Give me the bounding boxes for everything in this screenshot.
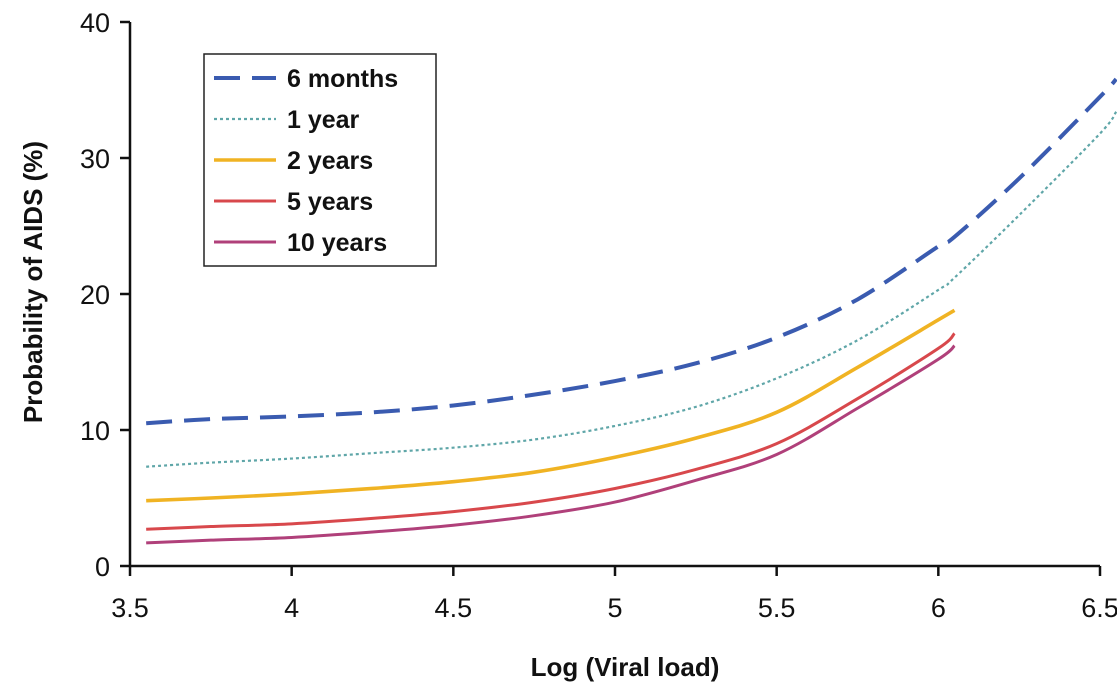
series-layer xyxy=(146,77,1117,545)
legend-label: 1 year xyxy=(287,106,360,134)
y-tick-label: 30 xyxy=(80,144,110,174)
legend-label: 10 years xyxy=(287,229,387,257)
y-tick-label: 0 xyxy=(95,552,110,582)
y-tick-label: 20 xyxy=(80,280,110,310)
series-line-1-year xyxy=(146,111,1117,468)
x-axis-title: Log (Viral load) xyxy=(531,652,720,682)
legend-label: 2 years xyxy=(287,147,373,175)
y-tick-label: 10 xyxy=(80,416,110,446)
x-tick-label: 4.5 xyxy=(435,593,473,623)
x-tick-label: 5 xyxy=(607,593,622,623)
legend-label: 6 months xyxy=(287,65,398,93)
y-axis-title: Probability of AIDS (%) xyxy=(18,141,48,423)
x-tick-label: 4 xyxy=(284,593,299,623)
series-line-10-years xyxy=(146,344,956,545)
series-line-6-months xyxy=(146,77,1117,426)
legend: 6 months 1 year 2 years 5 years 10 years xyxy=(203,53,437,267)
x-tick-label: 6.5 xyxy=(1081,593,1117,623)
series-line-5-years xyxy=(146,332,956,531)
y-tick-label: 40 xyxy=(80,8,110,38)
axes: 0 10 20 30 40 3.5 4 4.5 5 5.5 6 6.5 xyxy=(80,8,1117,623)
x-tick-label: 6 xyxy=(931,593,946,623)
x-tick-label: 5.5 xyxy=(758,593,796,623)
legend-label: 5 years xyxy=(287,188,373,216)
series-line-2-years xyxy=(146,308,956,503)
x-tick-label: 3.5 xyxy=(111,593,149,623)
